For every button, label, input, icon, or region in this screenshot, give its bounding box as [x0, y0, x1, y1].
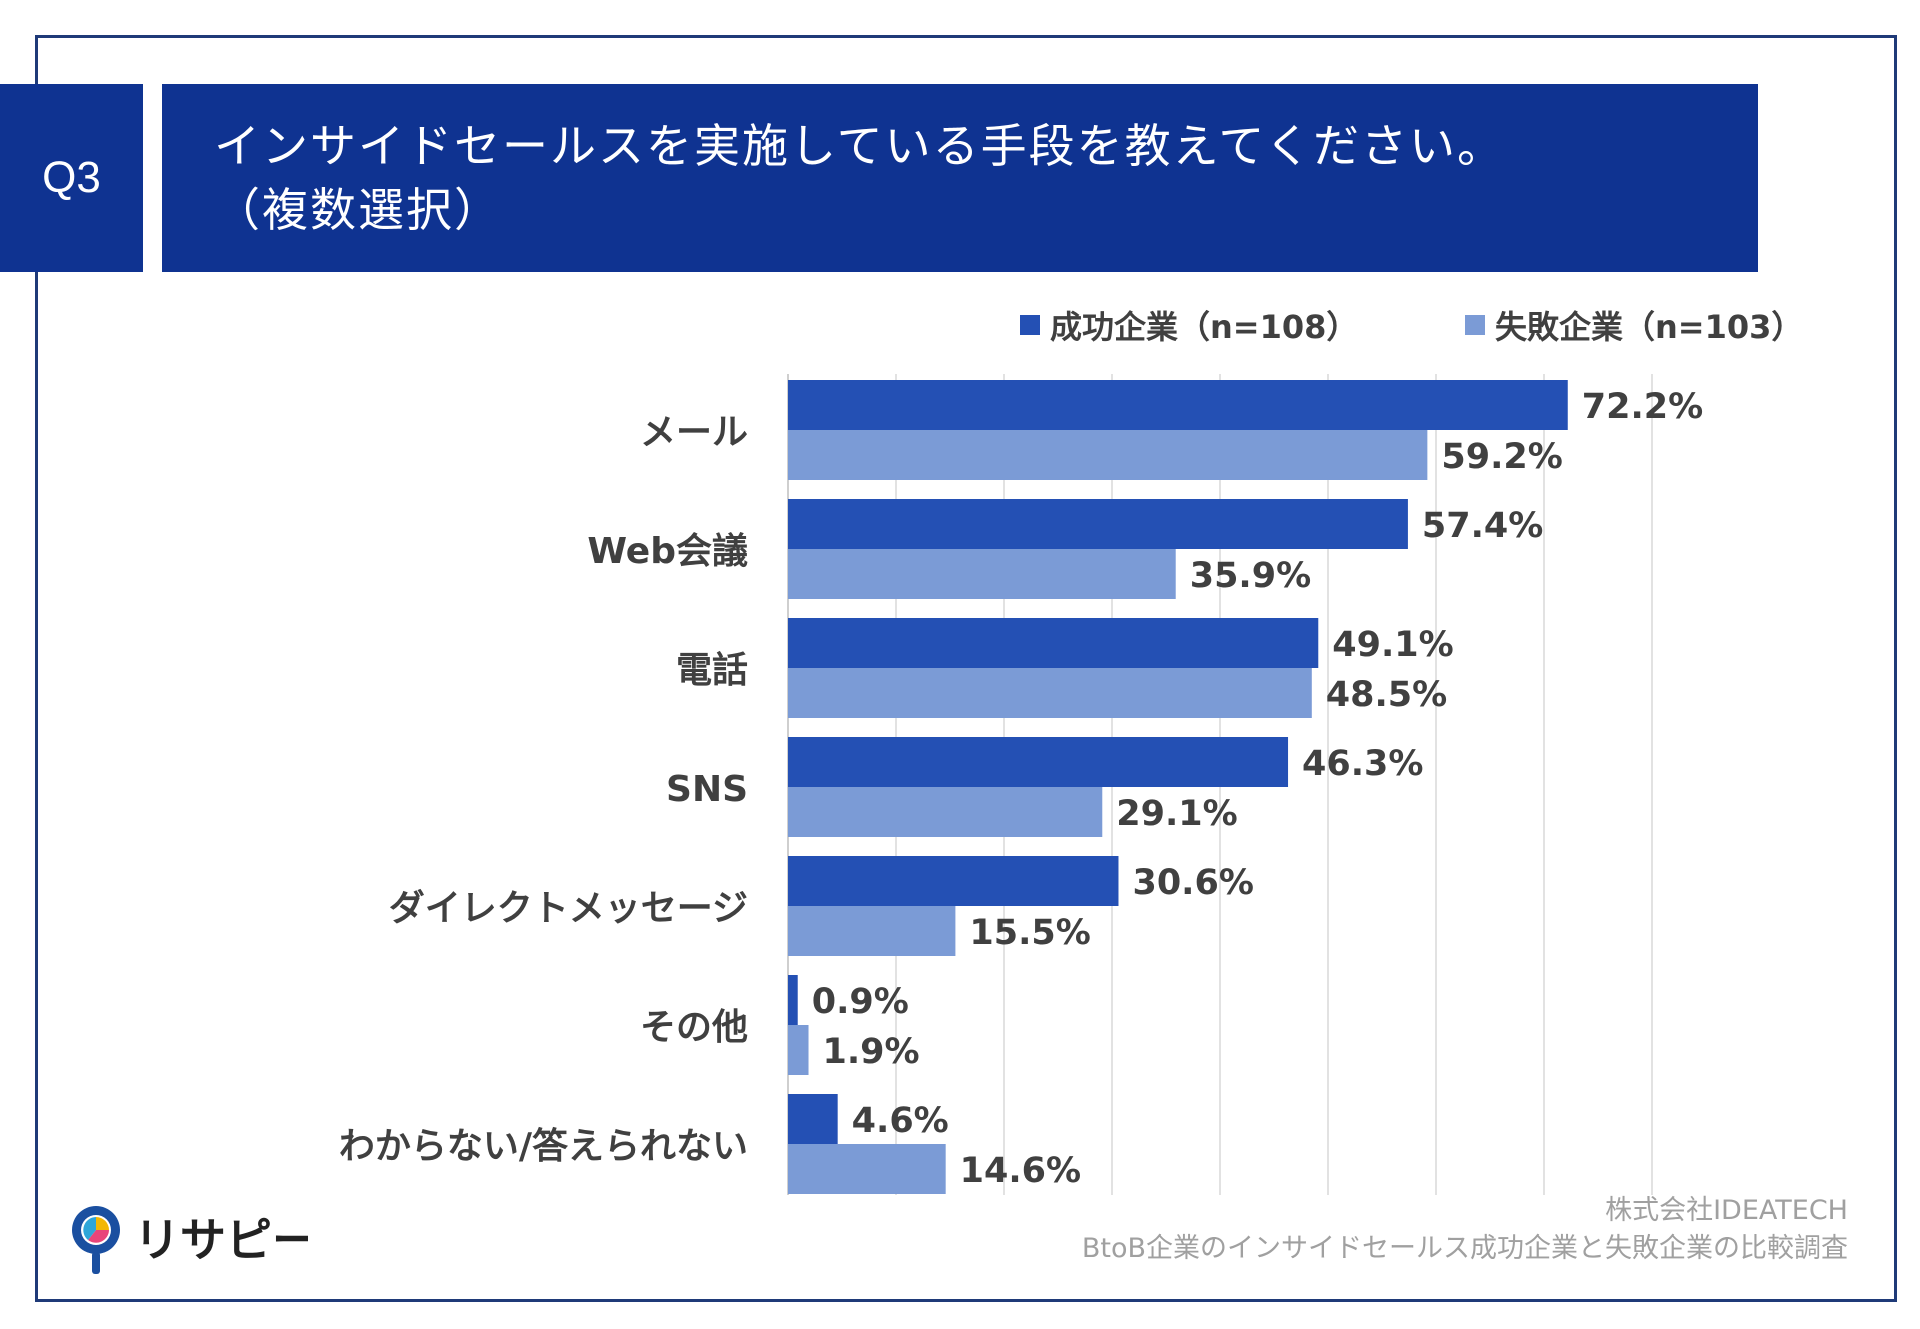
- category-label: わからない/答えられない: [339, 1126, 748, 1167]
- data-label-failure: 14.6%: [960, 1151, 1081, 1191]
- data-label-success: 46.3%: [1302, 744, 1423, 784]
- question-title-line-2: （複数選択）: [214, 183, 502, 237]
- data-label-failure: 35.9%: [1190, 556, 1311, 596]
- data-label-failure: 1.9%: [823, 1032, 920, 1072]
- data-label-success: 57.4%: [1422, 506, 1543, 546]
- bar-failure: [788, 787, 1103, 837]
- legend-swatch-failure: [1465, 315, 1485, 335]
- logo-text: リサピー: [134, 1213, 308, 1267]
- data-label-success: 0.9%: [812, 982, 909, 1022]
- title-banner: インサイドセールスを実施している手段を教えてください。 （複数選択）: [162, 84, 1758, 272]
- data-label-success: 30.6%: [1132, 863, 1253, 903]
- bar-success: [788, 380, 1568, 430]
- source-credit: 株式会社IDEATECH BtoB企業のインサイドセールス成功企業と失敗企業の比…: [1082, 1192, 1848, 1268]
- data-label-success: 49.1%: [1332, 625, 1453, 665]
- bar-failure: [788, 430, 1428, 480]
- question-title: インサイドセールスを実施している手段を教えてください。 （複数選択）: [214, 114, 1505, 242]
- category-label: 電話: [676, 650, 748, 691]
- question-label: Q3: [0, 84, 143, 272]
- legend-label-failure: 失敗企業（n=103）: [1495, 308, 1804, 346]
- category-label: ダイレクトメッセージ: [389, 888, 748, 929]
- source-survey: BtoB企業のインサイドセールス成功企業と失敗企業の比較調査: [1081, 1233, 1848, 1264]
- map-pin-pie-icon: [72, 1206, 120, 1274]
- card-frame: [35, 35, 1897, 1302]
- legend-item-failure: 失敗企業（n=103）: [1465, 302, 1803, 348]
- legend: 成功企業（n=108） 失敗企業（n=103）: [1020, 302, 1820, 346]
- legend-item-success: 成功企業（n=108）: [1020, 302, 1358, 348]
- data-label-failure: 59.2%: [1441, 437, 1562, 477]
- data-label-failure: 15.5%: [969, 913, 1090, 953]
- data-label-success: 72.2%: [1582, 387, 1703, 427]
- legend-label-success: 成功企業（n=108）: [1050, 308, 1359, 346]
- bar-success: [788, 499, 1408, 549]
- source-company: 株式会社IDEATECH: [1605, 1195, 1848, 1226]
- category-label: その他: [640, 1007, 748, 1048]
- company-logo: リサピー: [72, 1206, 308, 1274]
- category-label: Web会議: [587, 531, 748, 572]
- question-title-line-1: インサイドセールスを実施している手段を教えてください。: [214, 119, 1505, 173]
- bar-failure: [788, 1144, 946, 1194]
- bar-success: [788, 856, 1119, 906]
- data-label-failure: 29.1%: [1116, 794, 1237, 834]
- bar-failure: [788, 1025, 809, 1075]
- bar-success: [788, 737, 1289, 787]
- bar-failure: [788, 549, 1176, 599]
- data-label-success: 4.6%: [852, 1101, 949, 1141]
- bar-failure: [788, 906, 956, 956]
- bar-success: [788, 618, 1319, 668]
- bar-success: [788, 1094, 838, 1144]
- category-label: メール: [640, 412, 748, 453]
- data-label-failure: 48.5%: [1326, 675, 1447, 715]
- legend-swatch-success: [1020, 315, 1040, 335]
- bar-failure: [788, 668, 1312, 718]
- category-label: SNS: [666, 769, 748, 810]
- question-number: Q3: [42, 153, 101, 202]
- bar-success: [788, 975, 798, 1025]
